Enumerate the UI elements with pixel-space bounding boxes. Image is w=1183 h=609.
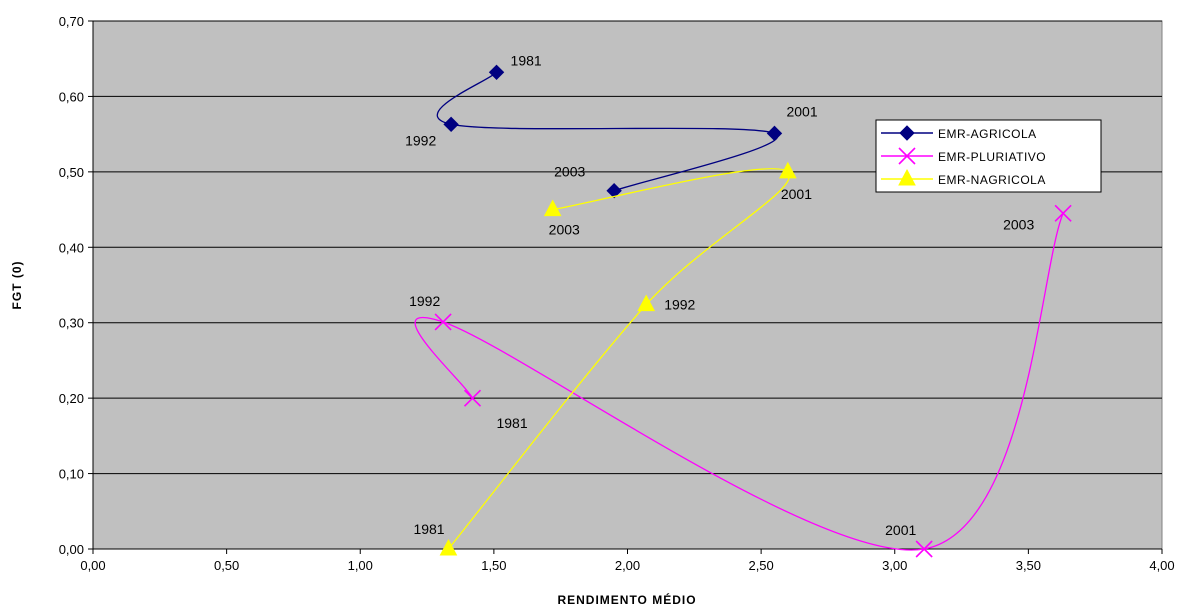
x-tick-label: 1,50 [481,558,506,573]
data-point [443,116,459,133]
data-point [779,161,797,179]
point-label: 2003 [554,164,585,180]
data-point [1054,204,1072,222]
x-tick-label: 3,00 [882,558,907,573]
data-point [463,389,482,407]
y-tick-label: 0,10 [59,467,84,482]
data-point [606,183,622,199]
marker-stroke [915,540,933,558]
series-emr-nagricola [439,161,797,556]
point-label: 1992 [409,293,440,309]
x-tick-label: 1,00 [348,558,373,573]
y-tick-label: 0,70 [59,14,84,29]
y-tick-label: 0,30 [59,316,84,331]
legend: EMR-AGRICOLA EMR-PLURIATIVO EMR-NAGRICOLA [875,119,1102,193]
y-tick-label: 0,40 [59,240,84,255]
point-label: 1992 [664,297,695,313]
data-point [915,540,933,558]
data-point [439,538,458,556]
x-tick-label: 0,50 [214,558,239,573]
y-tick-label: 0,00 [59,542,84,557]
series-line [436,71,779,192]
x-tick-label: 0,00 [80,558,105,573]
point-label: 2001 [786,103,817,119]
gridlines [93,20,1162,475]
data-point [766,125,783,142]
y-tick-label: 0,50 [59,165,84,180]
x-tick-label: 4,00 [1149,558,1174,573]
legend-label: EMR-NAGRICOLA [938,173,1046,187]
y-tick-label: 0,60 [59,89,84,104]
series-line [414,213,1064,551]
x-tick-label: 2,50 [748,558,773,573]
legend-item: EMR-AGRICOLA [881,125,1037,141]
point-label: 2001 [781,186,812,202]
series-emr-agricola [436,64,783,199]
point-label: 2001 [885,522,916,538]
data-point [488,64,505,80]
point-label: 1981 [413,521,444,537]
point-label: 2003 [1003,216,1034,232]
point-labels: 1981 1992 2001 2003 1981 1992 2001 2003 1981 1992… [405,52,1034,538]
marker-stroke [1054,204,1072,222]
legend-marker [898,147,916,165]
marker-stroke [434,313,452,331]
series-emr-pluriativo [414,204,1072,558]
axes: 0,00 0,10 0,20 0,30 0,40 0,50 0,60 0,70 0,00 0,50… [59,14,1175,573]
series-line [447,168,791,550]
data-point [543,199,562,217]
y-axis-title: FGT (0) [10,261,24,310]
legend-label: EMR-AGRICOLA [938,127,1037,141]
marker-stroke [463,389,482,407]
point-label: 1981 [496,415,527,431]
data-point [434,313,452,331]
point-label: 2003 [549,222,580,238]
x-tick-label: 3,50 [1016,558,1041,573]
data-point [637,294,656,312]
legend-label: EMR-PLURIATIVO [938,150,1046,164]
y-tick-label: 0,20 [59,391,84,406]
legend-item: EMR-PLURIATIVO [881,147,1046,165]
plot-area [92,20,1163,550]
x-tick-label: 2,00 [615,558,640,573]
legend-item: EMR-NAGRICOLA [881,168,1046,187]
marker-stroke [898,147,916,165]
legend-marker [899,125,915,141]
x-axis-title: RENDIMENTO MÉDIO [557,592,696,607]
point-label: 1992 [405,132,436,148]
series-group [414,64,1072,558]
legend-marker [898,168,916,186]
point-label: 1981 [511,52,542,68]
